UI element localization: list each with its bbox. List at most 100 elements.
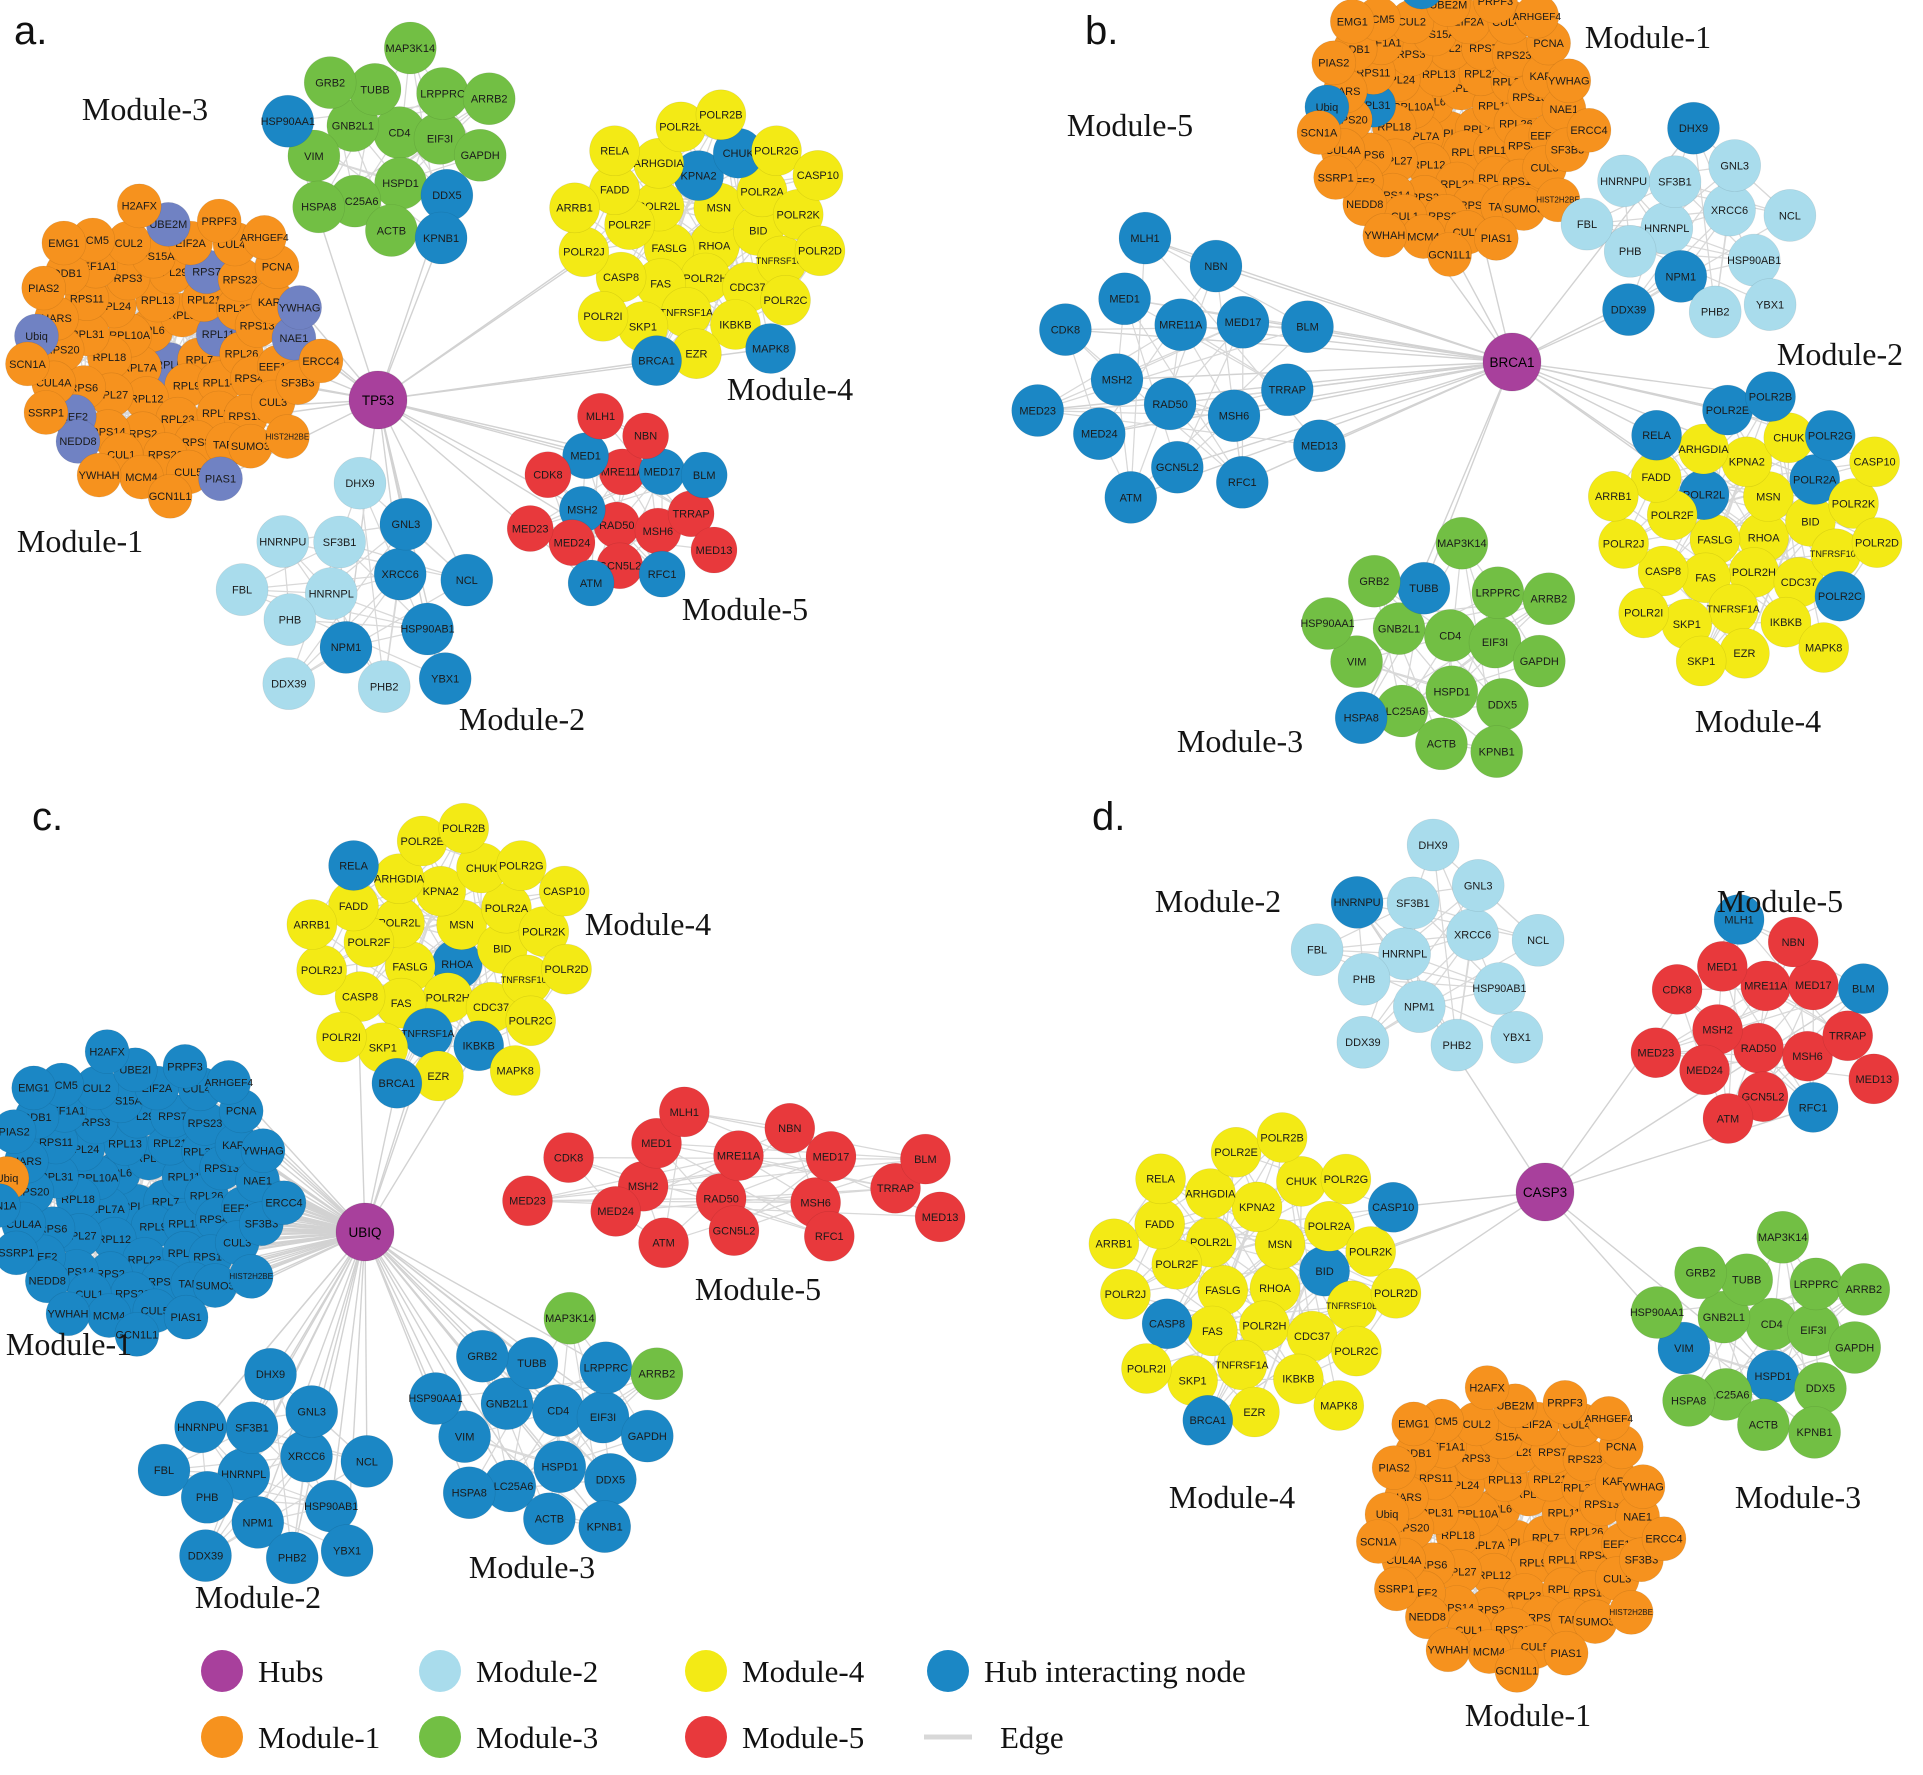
node-label: POLR2E	[400, 836, 443, 848]
node-label: MED24	[554, 537, 591, 549]
node-label: Ubiq	[0, 1173, 18, 1185]
node-label: CD4	[547, 1405, 569, 1417]
node-sf3b1	[313, 515, 366, 569]
node-label: PIAS2	[1318, 58, 1349, 70]
node-npm1	[231, 1496, 285, 1549]
node-label: GRB2	[1686, 1268, 1716, 1280]
node-label: ARRB2	[639, 1369, 676, 1381]
node-label: ARHGDIA	[1185, 1189, 1236, 1201]
node-polr2c	[1814, 570, 1866, 622]
legend-swatch-module-4	[685, 1650, 727, 1692]
node-ncl	[1511, 913, 1565, 967]
node-label: MED1	[570, 451, 601, 463]
node-label: POLR2H	[683, 273, 727, 285]
node-map3k14	[543, 1291, 597, 1345]
node-casp10	[792, 150, 844, 201]
node-gcn1l1	[1427, 232, 1472, 277]
node-polr2a	[1304, 1201, 1355, 1252]
node-label: ARHGDIA	[374, 874, 425, 886]
node-label: GNL3	[1464, 880, 1493, 892]
node-label: FBL	[232, 585, 252, 597]
node-label: POLR2I	[1624, 608, 1663, 620]
node-med1	[1098, 272, 1151, 326]
node-label: GNB2L1	[486, 1398, 528, 1410]
node-label: MAP3K14	[545, 1313, 595, 1325]
legend-label: Edge	[1000, 1720, 1064, 1755]
node-label: RPL21	[153, 1138, 187, 1150]
node-polr2c	[760, 274, 811, 326]
node-med1	[1697, 941, 1748, 992]
node-arrb2	[462, 72, 516, 125]
node-label: MRE11A	[1159, 320, 1203, 332]
panel-b-module-1: RPL5RPL6RPL7RPL7ARPL8RPL9RPL10ARPL11RPL1…	[1296, 0, 1612, 277]
node-label: BLM	[1852, 984, 1875, 996]
node-polr2k	[518, 906, 570, 957]
node-label: CUL4A	[6, 1219, 42, 1231]
node-label: KPNA2	[1729, 457, 1765, 469]
node-label: ERCC4	[1570, 125, 1607, 137]
node-med23	[502, 1175, 553, 1227]
panel-d-nodes: HNRNPL XRCC6 NPM1 SF3B1 HSP90AB1 PHB GNL3 PHB2 H…	[1088, 818, 1900, 1693]
node-trrap	[1261, 363, 1314, 417]
node-label: HNRNPL	[221, 1469, 266, 1481]
node-grb2	[303, 56, 357, 109]
node-label: FBL	[1577, 219, 1597, 231]
panel-c-module-1: RPL5RPL6RPL7RPL7ARPL8RPL9RPL10ARPL11RPL1…	[0, 1029, 307, 1357]
node-polr2c	[505, 995, 557, 1047]
node-label: ARRB2	[1845, 1284, 1882, 1296]
node-gcn1l1	[147, 473, 193, 519]
node-label: POLR2B	[699, 110, 742, 122]
node-label: EIF3I	[590, 1412, 616, 1424]
node-label: PRPF3	[167, 1061, 202, 1073]
node-cdk8	[543, 1132, 594, 1183]
node-mapk8	[489, 1045, 541, 1096]
node-label: POLR2E	[659, 122, 702, 134]
node-mlh1	[658, 1086, 710, 1138]
node-med24	[1073, 407, 1126, 461]
node-label: HNRNPU	[1334, 897, 1381, 909]
node-label: CUL5	[141, 1306, 169, 1318]
panel-letter-c: c.	[32, 795, 63, 839]
panel-c-module-4: RHOA FASLG MSN POLR2H POLR2L BID FAS KPNA2 CDC37…	[286, 802, 592, 1109]
node-blm	[680, 451, 728, 499]
node-label: ATM	[1120, 492, 1142, 504]
hub-node-brca1	[1482, 332, 1542, 392]
node-label: DDX39	[1345, 1037, 1380, 1049]
node-hspa8	[442, 1466, 496, 1519]
node-med23	[1011, 384, 1064, 437]
node-label: POLR2H	[1242, 1321, 1286, 1333]
node-npm1	[1654, 250, 1708, 303]
node-label: RPS23	[1497, 50, 1532, 62]
node-hist2h2be	[265, 414, 310, 459]
node-label: YBX1	[431, 674, 459, 686]
node-arhgef4	[1586, 1396, 1632, 1441]
node-atm	[567, 559, 615, 607]
node-emg1	[11, 1065, 57, 1111]
node-mlh1	[1118, 211, 1172, 265]
node-label: POLR2D	[1374, 1288, 1418, 1300]
node-label: POLR2F	[608, 220, 651, 232]
node-ncl	[440, 553, 494, 607]
node-label: POLR2H	[426, 993, 470, 1005]
node-label: GAPDH	[628, 1431, 667, 1443]
panel-b-module-5: RAD50 MRE11A MSH6 MSH2 MED17 GCN5L2 MED1 TRRAP M…	[1011, 211, 1346, 524]
node-gnl3	[1451, 859, 1505, 912]
hub-node-ubiq	[335, 1202, 395, 1262]
node-label: MED24	[597, 1206, 634, 1218]
node-rela	[1631, 409, 1682, 461]
node-label: MAP3K14	[1437, 538, 1487, 550]
node-polr2g	[751, 125, 802, 176]
node-ywhah	[1425, 1627, 1471, 1673]
node-vim	[438, 1410, 491, 1463]
node-label: YWHAG	[242, 1145, 284, 1157]
node-label: POLR2D	[1855, 537, 1899, 549]
node-label: POLR2C	[509, 1016, 553, 1028]
node-polr2g	[1804, 410, 1856, 461]
node-label: SLC25A6	[486, 1481, 533, 1493]
node-label: RELA	[1642, 430, 1671, 442]
node-label: CUL3	[1603, 1573, 1631, 1585]
node-label: MED1	[1707, 961, 1738, 973]
node-msh6	[1207, 389, 1261, 443]
node-label: MED23	[1019, 405, 1056, 417]
node-label: RPL18	[1441, 1530, 1475, 1542]
